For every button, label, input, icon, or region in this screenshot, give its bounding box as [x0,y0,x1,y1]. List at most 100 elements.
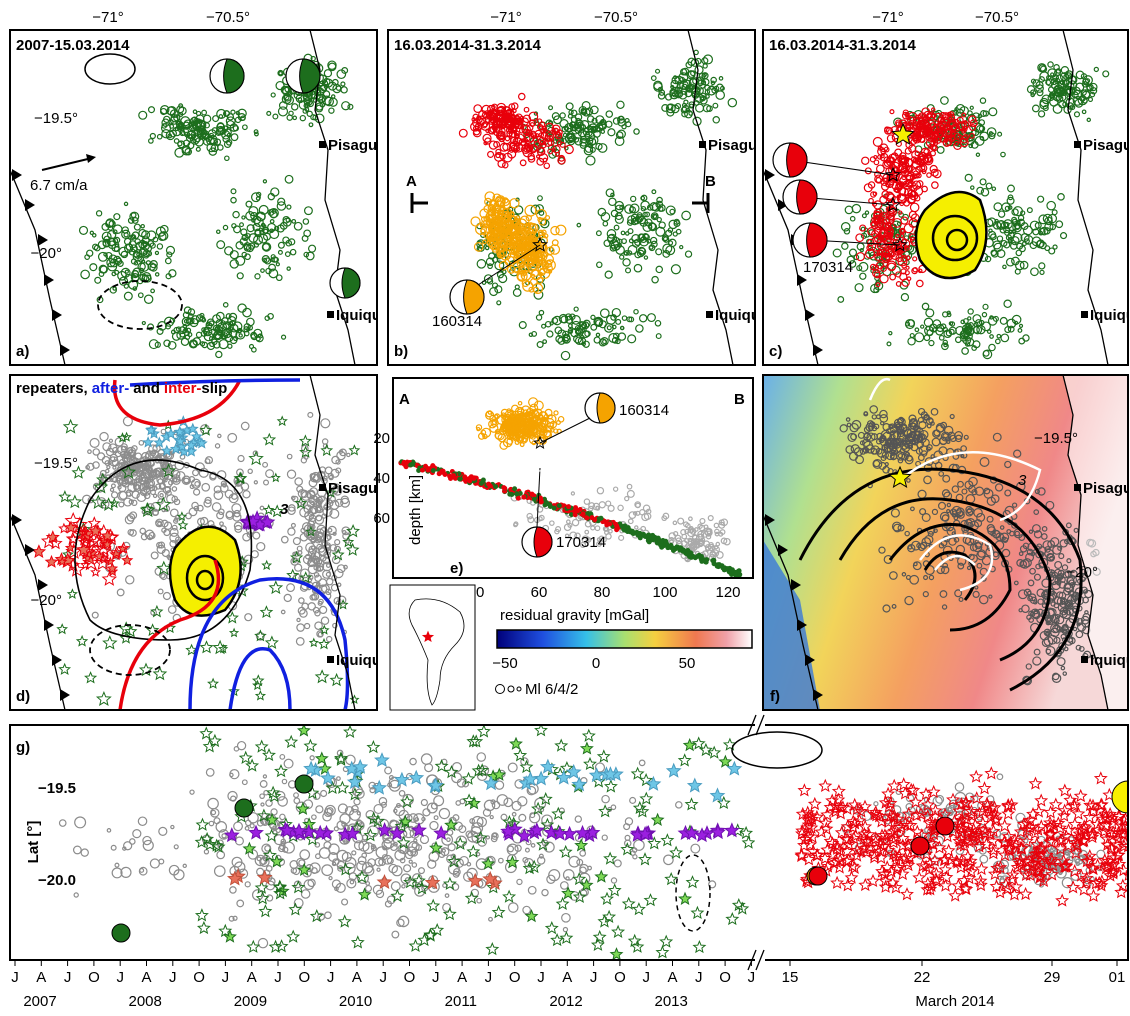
event-dot [702,63,708,69]
star-marker [251,674,265,687]
event-dot [335,467,342,474]
panel-frame [387,29,756,366]
event-dot [946,310,951,315]
event-dot [915,279,924,288]
event-dot [340,495,350,505]
event-dot [1047,86,1055,93]
event-dot [224,246,234,256]
event-dot [837,296,845,303]
event-dot [487,150,495,158]
event-dot [499,123,506,130]
trench-tooth [38,579,48,591]
event-dot [695,103,705,113]
event-dot [888,165,898,175]
event-dot [222,328,233,339]
event-dot [668,532,676,540]
event-dot [286,266,291,271]
event-dot [201,482,211,492]
event-dot [513,137,523,146]
event-dot [211,127,218,134]
event-dot [969,105,974,110]
event-dot [179,129,186,137]
event-dot [694,527,699,532]
event-dot [507,427,515,435]
star-marker [270,504,284,518]
event-dot [1025,663,1032,670]
event-dot [130,452,136,458]
town-label: Iquiqu [336,652,381,669]
event-dot [108,438,114,443]
event-dot [294,477,303,486]
event-dot [887,153,898,163]
event-dot [1062,101,1068,107]
event-dot [961,347,969,355]
event-dot [1047,61,1054,68]
event-dot [535,154,541,159]
event-dot [109,487,115,493]
event-dot [609,239,619,249]
event-dot [961,112,967,118]
star-marker [262,504,275,515]
event-dot [1041,533,1048,540]
event-dot [701,557,707,563]
event-dot [727,97,738,108]
event-dot [873,214,882,223]
event-dot [252,450,259,457]
event-dot [216,122,226,132]
event-dot [711,549,720,557]
event-dot [262,461,269,468]
event-dot [506,408,512,414]
event-dot [1053,84,1064,95]
event-dot [610,314,617,321]
event-dot [109,453,118,463]
star-marker [75,634,89,647]
event-dot [225,139,233,146]
event-dot [672,520,678,526]
event-dot [948,326,957,335]
event-dot [548,105,554,111]
event-dot [242,307,252,318]
event-dot [215,350,223,359]
event-dot [639,236,649,247]
event-dot [939,120,948,129]
town-marker [706,311,713,318]
event-dot [496,300,502,306]
event-dot [224,155,230,162]
event-dot [1039,99,1049,110]
event-dot [633,263,643,273]
event-dot [487,126,496,135]
event-dot [110,491,119,499]
event-dot [486,238,495,246]
event-dot [450,473,456,479]
event-dot [163,339,171,348]
event-dot [159,105,170,115]
event-dot [303,206,313,216]
event-dot [106,464,111,470]
event-dot [194,481,201,487]
event-dot [1026,207,1033,214]
event-dot [602,220,609,227]
event-dot [625,121,632,128]
panel-frame [392,377,754,579]
event-dot [614,136,625,147]
event-dot [671,75,680,85]
event-dot [595,332,601,338]
event-dot [542,339,548,345]
event-dot [610,192,615,198]
event-dot [180,337,190,346]
x-tick-label: 100 [652,584,677,601]
event-dot [315,500,322,507]
event-dot [596,486,605,495]
event-dot [235,255,246,266]
event-dot [306,110,313,117]
panel-label: c) [769,343,782,360]
event-dot [1078,645,1085,652]
event-dot [242,532,251,542]
event-dot [80,269,90,280]
event-dot [606,229,617,239]
event-dot [1018,323,1024,329]
event-dot [149,242,156,249]
event-dot [866,432,876,442]
event-dot [319,605,328,615]
event-dot [486,230,496,241]
